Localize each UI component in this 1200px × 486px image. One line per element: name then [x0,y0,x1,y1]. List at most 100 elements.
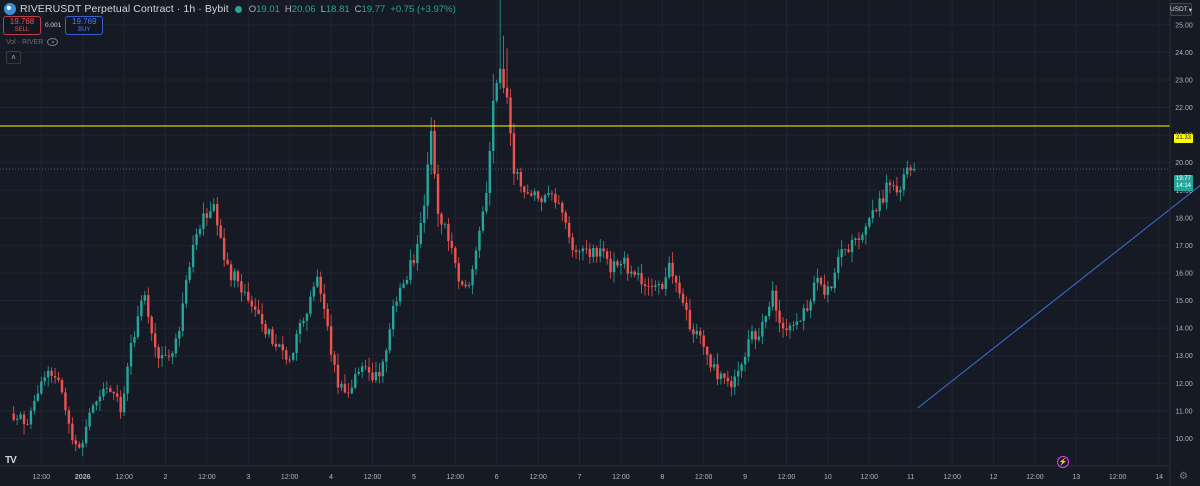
candle-body [412,260,416,264]
x-tick-label: 4 [329,474,333,481]
candle-body [812,282,816,302]
ascending-trendline[interactable] [917,120,1200,409]
candle-body [802,308,805,321]
candle-body [730,381,733,388]
candle-body [761,321,764,337]
candle-body [409,260,412,280]
candle-body [864,226,868,235]
symbol-logo-icon [4,3,16,15]
x-tick-label: 12:00 [861,474,879,481]
chevron-down-icon: ▾ [1188,6,1192,14]
candle-body [702,335,705,347]
candle-body [788,325,792,331]
candle-body [533,191,536,196]
candle-body [336,364,340,388]
candle-body [295,333,298,354]
ohlc-low: L18.81 [320,3,350,15]
candle-body [150,316,153,334]
candle-body [771,290,774,307]
candle-body [743,356,747,365]
gear-icon[interactable]: ⚙ [1179,471,1188,482]
eye-icon[interactable] [47,38,59,46]
x-tick-label: 12:00 [281,474,299,481]
currency-label: USDT [1170,6,1188,13]
buy-price: 19.769 [72,16,97,26]
candle-body [678,282,681,294]
candle-body [764,316,767,322]
candle-body [674,276,678,283]
candle-body [657,284,661,286]
candle-body [140,300,143,317]
candle-body [74,440,77,445]
candle-body [333,354,336,365]
candle-body [512,133,516,174]
candle-body [854,238,857,240]
candle-body [195,234,198,245]
candle-body [264,323,267,335]
candle-body [799,320,802,322]
candle-body [209,210,212,218]
y-tick-label: 25.00 [1175,22,1193,29]
candle-body [340,384,343,388]
x-tick-label: 6 [495,474,499,481]
candle-body [837,257,840,273]
candle-body [157,347,160,359]
ohlc-open: O19.01 [248,3,280,15]
candle-body [119,396,122,413]
candle-body [605,251,609,259]
volume-indicator[interactable]: Vol · RIVER [6,38,59,46]
candle-body [29,410,33,425]
candle-body [447,223,450,242]
candle-body [191,244,195,267]
candle-body [467,285,471,287]
candle-body [574,249,578,252]
y-tick-label: 23.00 [1175,77,1193,84]
currency-selector[interactable]: USDT ▾ [1170,3,1192,16]
candle-body [902,174,905,190]
candle-body [440,213,443,225]
sell-button[interactable]: 19.768 SELL [3,16,41,35]
x-tick-label: 12:00 [115,474,133,481]
candle-body [581,248,585,252]
candle-body [519,172,523,187]
candle-body [481,211,485,231]
y-tick-label: 16.00 [1175,270,1193,277]
candle-body [530,193,533,196]
bar-countdown: 14:14 [1175,183,1191,189]
candle-body [260,313,264,324]
candle-body [768,306,771,317]
collapse-legend-button[interactable]: ˄ [6,51,21,64]
candle-body [705,346,709,355]
lightning-icon[interactable]: ⚡ [1057,456,1069,468]
y-tick-label: 17.00 [1175,243,1193,250]
candle-body [254,306,257,310]
symbol-title[interactable]: RIVERUSDT Perpetual Contract · 1h · Bybi… [20,3,229,15]
time-axis[interactable]: 12:00 2026 12:00 2 12:00 3 12:00 4 12:00 5 12:00 6 1… [33,474,1164,481]
candle-body [271,329,274,344]
candle-body [461,281,464,285]
candle-body [819,277,823,285]
candle-body [81,443,84,448]
candle-body [233,271,236,281]
candle-body [395,301,398,306]
candle-body [47,370,50,378]
candle-body [540,198,543,203]
y-tick-label: 15.00 [1175,298,1193,305]
candle-body [53,376,57,378]
candle-body [830,286,833,289]
buy-button[interactable]: 19.769 BUY [65,16,104,35]
candle-body [91,405,95,413]
candle-body [402,283,405,288]
candle-body [809,301,812,311]
candle-body [133,336,136,343]
candle-body [654,285,657,287]
candle-body [109,388,112,392]
price-axis[interactable]: 10.00 11.00 12.00 13.00 14.00 15.00 16.00 17.00… [1175,22,1193,443]
candle-body [36,393,40,401]
candle-body [826,286,830,295]
candle-body [381,361,385,377]
x-tick-label: 12:00 [364,474,382,481]
grid [0,0,1170,466]
candle-body [781,322,785,329]
